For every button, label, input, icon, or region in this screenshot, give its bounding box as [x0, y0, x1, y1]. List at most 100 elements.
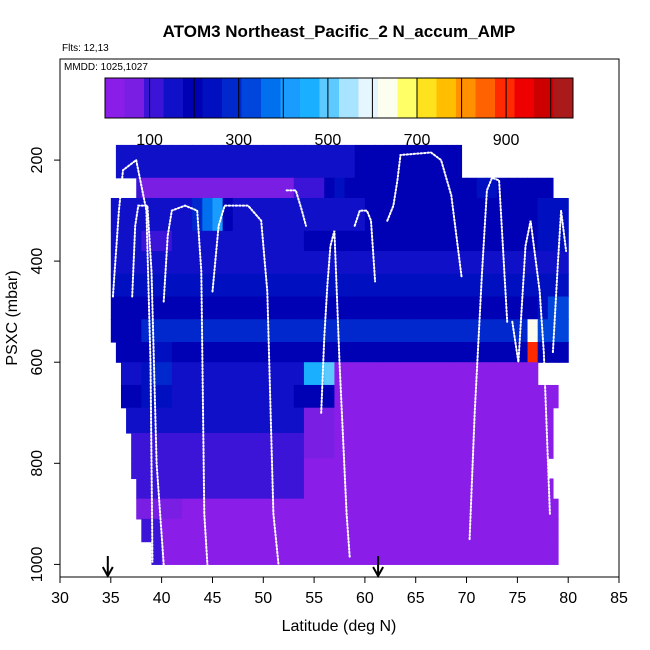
x-tick-label: 60: [356, 590, 374, 607]
heatmap-cell: [466, 296, 478, 320]
heatmap-cell: [497, 458, 508, 480]
flight-track-line: [111, 158, 154, 563]
heatmap-cell: [385, 541, 396, 565]
heatmap-cell: [161, 296, 173, 320]
heatmap-cell: [242, 230, 254, 252]
heatmap-cell: [486, 432, 498, 459]
heatmap-cell: [486, 362, 498, 386]
heatmap-cell: [273, 177, 285, 199]
heatmap-cell: [293, 407, 305, 434]
heatmap-cell: [558, 319, 569, 343]
heatmap-cell: [181, 498, 193, 520]
heatmap-cell: [212, 273, 224, 298]
x-tick-label: 85: [610, 590, 628, 607]
heatmap-cell: [273, 541, 285, 565]
heatmap-cell: [161, 384, 173, 409]
heatmap-cell: [171, 432, 183, 459]
heatmap-cell: [324, 432, 336, 459]
heatmap-cell: [131, 384, 142, 409]
heatmap-cell: [456, 407, 468, 434]
heatmap-cell: [517, 319, 529, 343]
heatmap-cell: [202, 458, 214, 480]
heatmap-cell: [181, 362, 193, 386]
heatmap-cell: [242, 407, 254, 434]
heatmap-cell: [151, 273, 163, 298]
heatmap-cell: [466, 251, 478, 275]
heatmap-cell: [497, 498, 508, 520]
heatmap-cell: [161, 362, 173, 386]
heatmap-cell: [120, 319, 132, 343]
heatmap-cell: [486, 407, 498, 434]
heatmap-cell: [527, 407, 539, 434]
heatmap-cell: [171, 478, 183, 500]
heatmap-cell: [120, 197, 132, 232]
heatmap-cell: [425, 296, 437, 320]
heatmap-cell: [141, 478, 153, 500]
heatmap-cell: [232, 458, 244, 480]
heatmap-cell: [354, 407, 366, 434]
heatmap-cell: [273, 251, 285, 275]
heatmap-cell: [385, 498, 396, 520]
heatmap-cell: [497, 177, 508, 199]
heatmap-cell: [415, 518, 427, 543]
heatmap-cell: [161, 432, 173, 459]
heatmap-cell: [232, 230, 244, 252]
heatmap-cell: [547, 407, 554, 434]
heatmap-cell: [456, 478, 468, 500]
colorbar-segment: [358, 78, 379, 118]
heatmap-cell: [364, 273, 376, 298]
heatmap-cell: [212, 458, 224, 480]
heatmap-cell: [375, 362, 386, 386]
y-axis: 200 400 600 800 1000: [29, 147, 60, 582]
heatmap-cell: [171, 273, 183, 298]
heatmap-cell: [314, 319, 325, 343]
x-tick-label: 80: [559, 590, 577, 607]
heatmap-cell: [375, 296, 386, 320]
heatmap-cell: [202, 197, 214, 232]
heatmap-cell: [497, 342, 508, 363]
heatmap-cell: [283, 251, 295, 275]
heatmap-cell: [263, 273, 275, 298]
heatmap-cell: [517, 384, 529, 409]
heatmap-cell: [110, 273, 122, 298]
heatmap-cell: [446, 177, 457, 199]
heatmap-cell: [334, 432, 346, 459]
heatmap-cell: [151, 319, 163, 343]
heatmap-cell: [222, 541, 234, 565]
heatmap-cell: [181, 478, 193, 500]
heatmap-cell: [364, 478, 376, 500]
heatmap-cell: [324, 498, 336, 520]
heatmap-cell: [334, 498, 346, 520]
heatmap-cell: [436, 541, 447, 565]
heatmap-cell: [222, 342, 234, 363]
heatmap-cell: [364, 296, 376, 320]
heatmap-cell: [181, 541, 193, 565]
heatmap-cell: [141, 432, 153, 459]
heatmap-cell: [273, 458, 285, 480]
heatmap-cell: [395, 197, 407, 232]
heatmap-cell: [486, 197, 498, 232]
heatmap-cell: [395, 296, 407, 320]
heatmap-cell: [161, 342, 173, 363]
x-tick-label: 30: [51, 590, 69, 607]
heatmap-cell: [344, 342, 356, 363]
heatmap-cell: [527, 273, 539, 298]
heatmap-cell: [242, 362, 254, 386]
heatmap-cell: [517, 342, 529, 363]
heatmap-cell: [405, 498, 417, 520]
heatmap-cell: [527, 478, 539, 500]
heatmap-cell: [273, 498, 285, 520]
heatmap-cell: [395, 362, 407, 386]
heatmap-cell: [273, 230, 285, 252]
flight-track-line: [162, 204, 209, 566]
heatmap-cell: [354, 458, 366, 480]
heatmap-cell: [212, 319, 224, 343]
heatmap-cell: [425, 478, 437, 500]
heatmap-cell: [283, 432, 295, 459]
heatmap-cell: [436, 458, 447, 480]
heatmap-cell: [456, 384, 468, 409]
heatmap-cell: [141, 251, 153, 275]
heatmap-cell: [324, 384, 336, 409]
heatmap-cell: [507, 251, 518, 275]
heatmap-cell: [436, 197, 447, 232]
